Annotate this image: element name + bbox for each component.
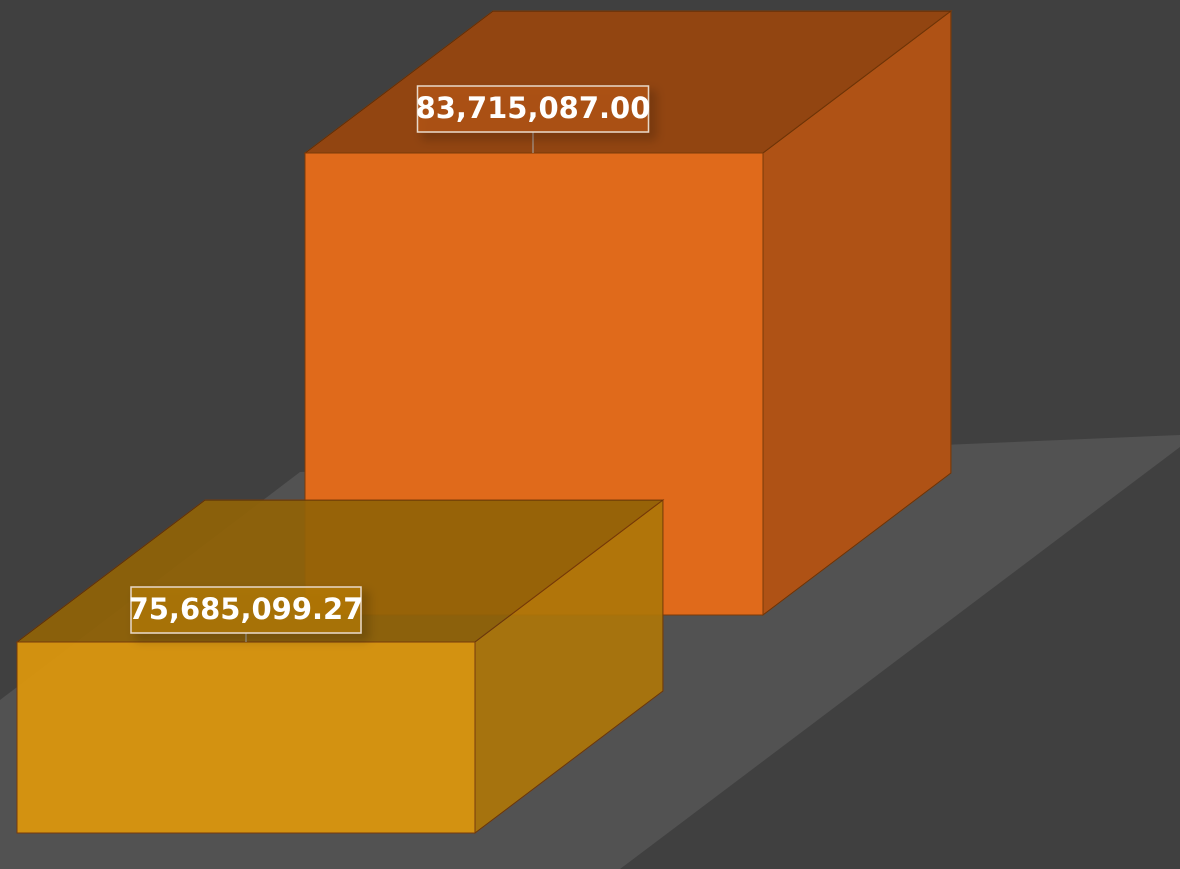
label-box [130,586,362,634]
box-front [16,641,476,834]
data-labels: 83,715,087.00 75,685,099.27 [129,85,651,642]
plot-area [15,9,953,835]
data-label: 83,715,087.00 [416,91,651,125]
data-label: 75,685,099.27 [129,592,364,626]
box-side-shade [475,499,663,833]
box [15,498,665,835]
box-side-shade [763,11,951,615]
label-box [416,85,650,133]
